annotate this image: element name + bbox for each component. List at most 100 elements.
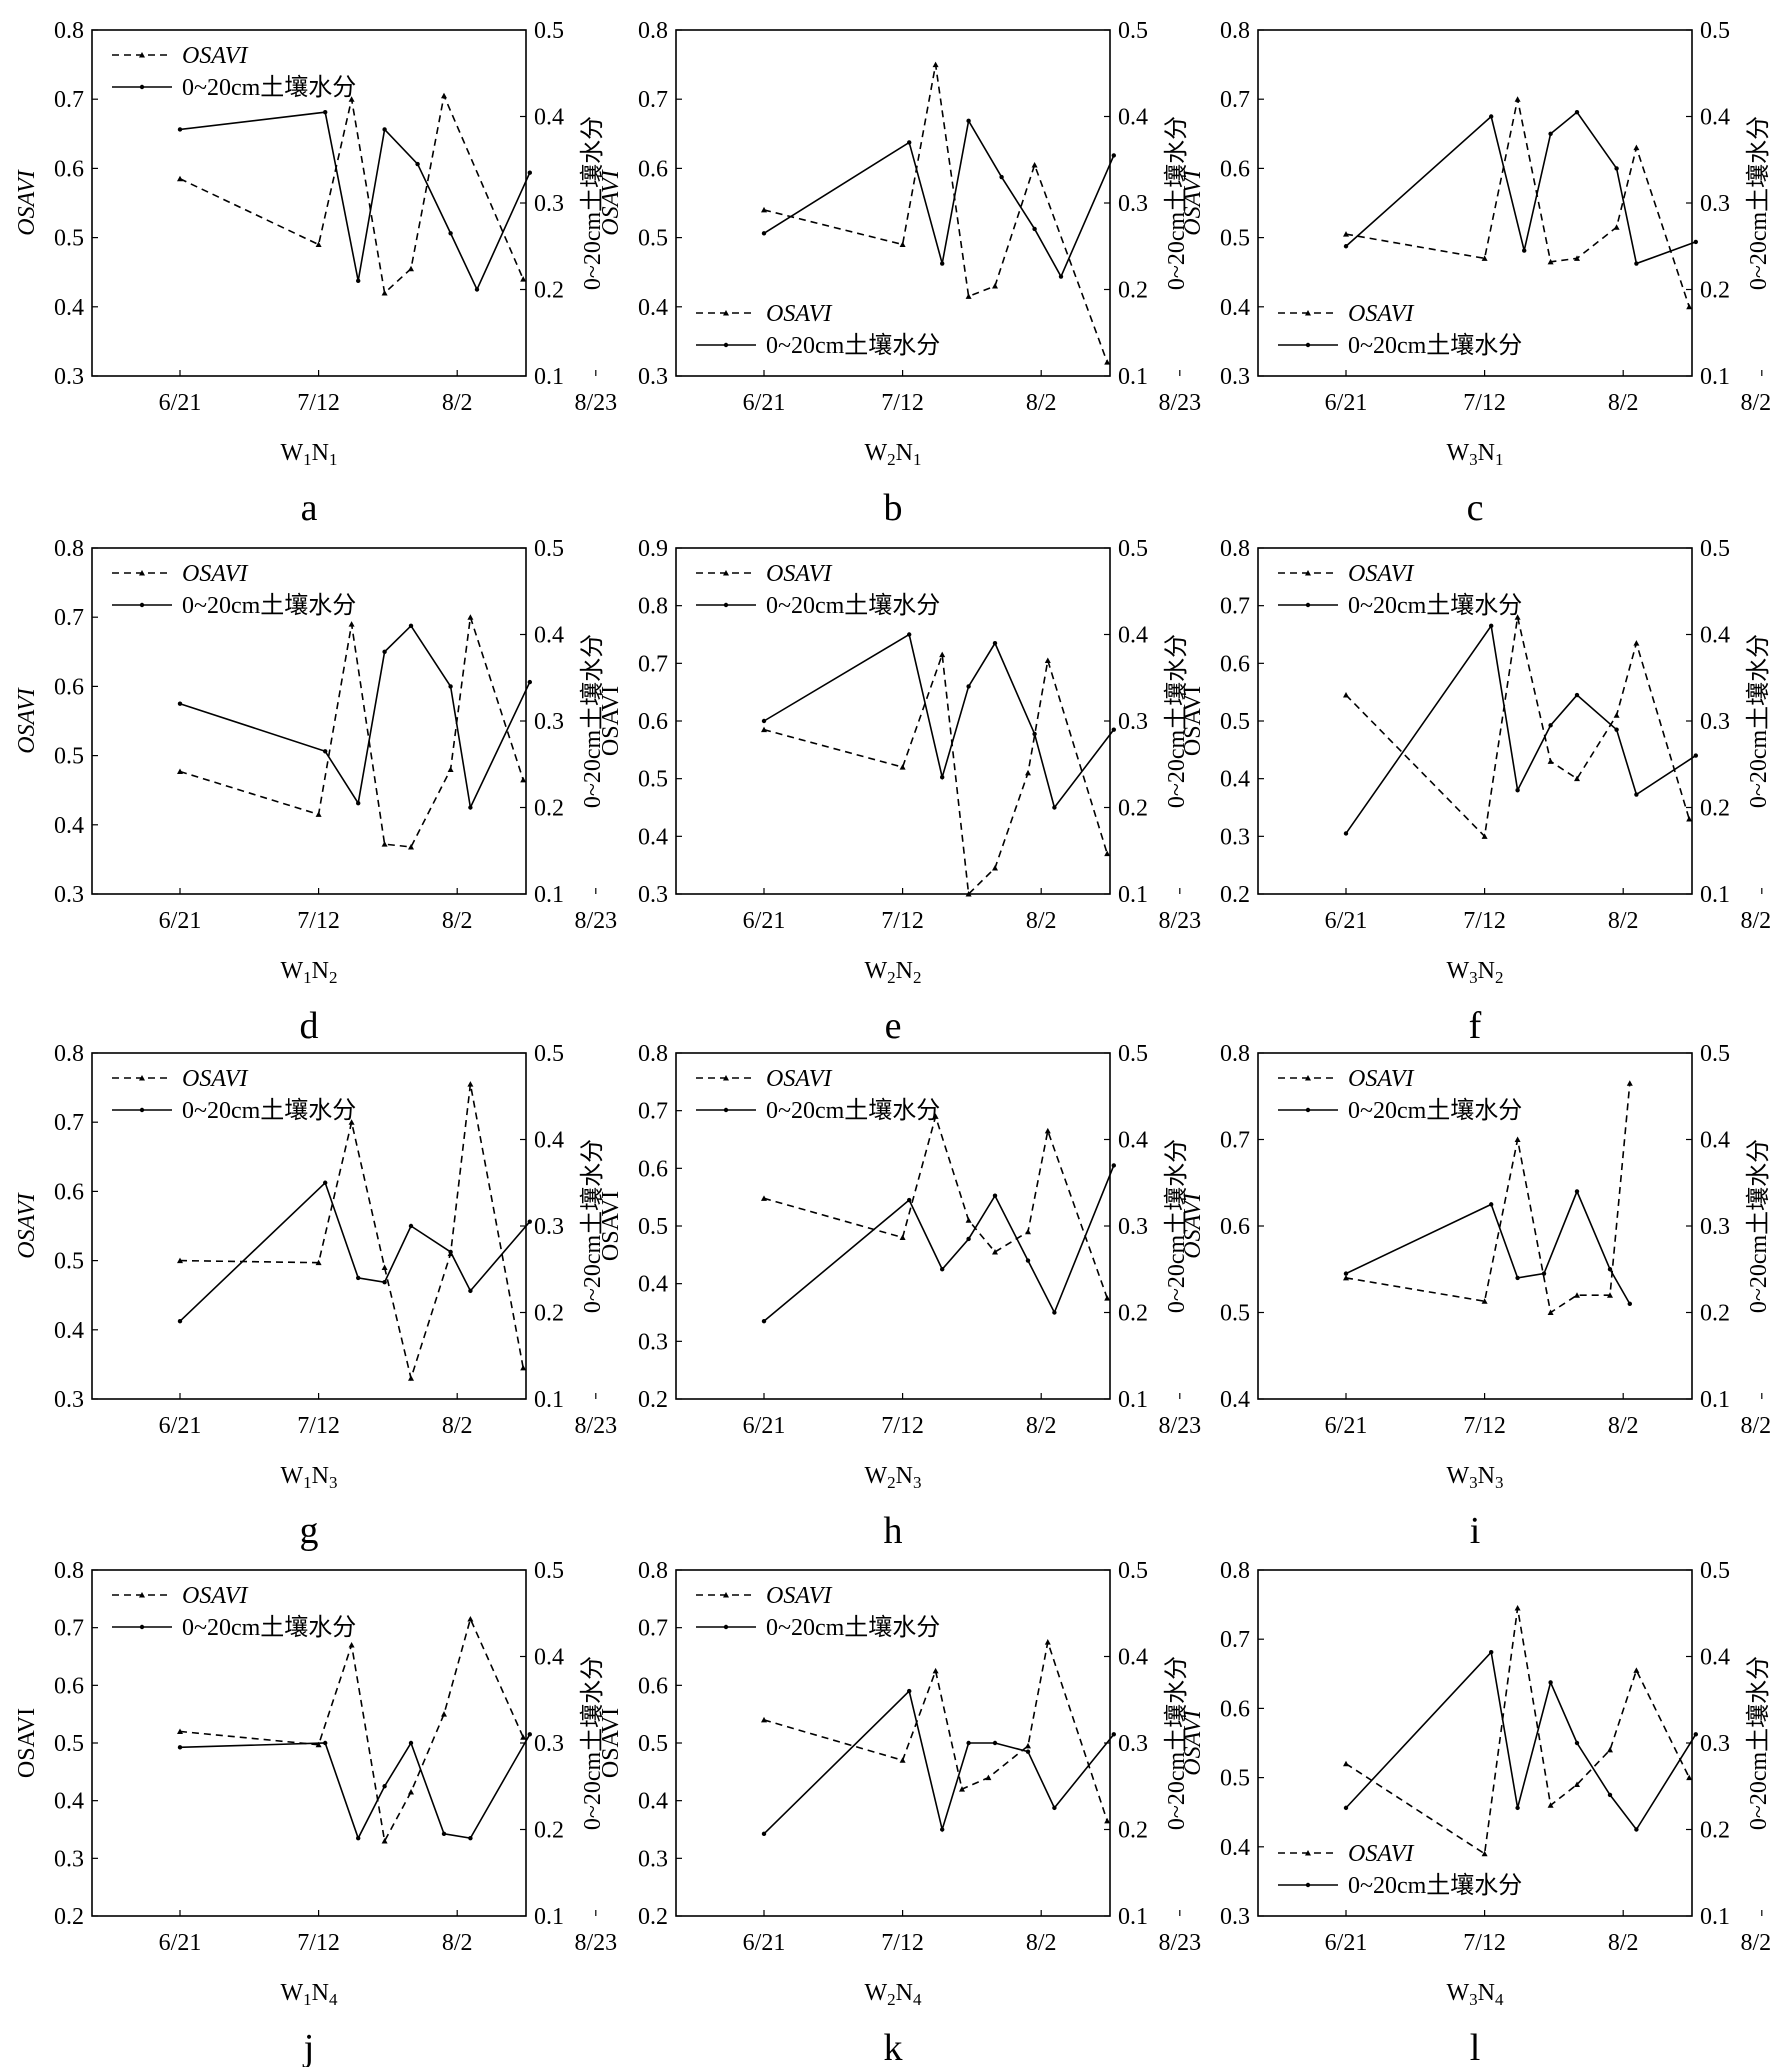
osavi-point (1044, 1127, 1051, 1134)
osavi-point (1613, 712, 1620, 718)
left-tick-label: 0.3 (54, 882, 84, 908)
left-tick-label: 0.6 (1220, 156, 1250, 182)
soil-moisture-series-line (763, 1689, 1115, 1835)
right-tick-label: 0.4 (1700, 105, 1730, 131)
osavi-point (1343, 692, 1349, 698)
soil-moisture-series-line (179, 1181, 531, 1322)
osavi-point (932, 1113, 939, 1119)
legend-marker (139, 52, 145, 58)
x-tick-label: 8/2 (1608, 1930, 1639, 1956)
legend-label: 0~20cm土壤水分 (766, 1097, 940, 1124)
osavi-point (992, 865, 998, 871)
x-axis-label-part: N (896, 958, 913, 984)
soil-moisture-point (1111, 727, 1117, 732)
x-axis-label: W2N2 (865, 958, 922, 987)
soil-moisture-point (1489, 623, 1494, 629)
left-tick-label: 0.3 (1220, 1904, 1250, 1930)
soil-moisture-point (1489, 114, 1494, 119)
osavi-point (348, 1641, 355, 1648)
right-tick-label: 0.3 (1118, 1214, 1148, 1240)
x-axis-label-subscript: 1 (1495, 450, 1504, 469)
soil-moisture-point (177, 701, 183, 706)
left-axis-label: OSAVI (598, 169, 624, 235)
left-tick-label: 0.8 (1220, 536, 1250, 562)
right-tick-label: 0.1 (1700, 1387, 1730, 1413)
osavi-series-line (179, 1616, 524, 1844)
osavi-series-line (179, 1083, 524, 1382)
right-tick-label: 0.2 (1118, 278, 1148, 304)
soil-moisture-point (940, 1267, 945, 1272)
osavi-point (348, 1119, 355, 1125)
legend-label: OSAVI (1348, 561, 1414, 587)
left-tick-label: 0.3 (1220, 364, 1250, 390)
legend-label: OSAVI (766, 561, 832, 587)
left-tick-label: 0.8 (638, 594, 668, 620)
left-axis-label: OSAVI (1180, 686, 1206, 756)
left-tick-label: 0.3 (638, 882, 668, 908)
legend-marker (723, 342, 729, 348)
x-tick-label: 8/23 (1740, 1413, 1772, 1439)
right-tick-label: 0.5 (1700, 1558, 1730, 1584)
soil-moisture-series-line (179, 624, 531, 811)
osavi-point (965, 293, 972, 299)
panel-letter: b (884, 487, 903, 529)
soil-moisture-point (992, 640, 998, 646)
soil-moisture-point (527, 1219, 532, 1224)
left-tick-label: 0.2 (638, 1904, 668, 1930)
right-tick-label: 0.3 (1700, 1731, 1730, 1757)
left-tick-label: 0.4 (638, 295, 668, 321)
x-axis-label-part: N (312, 958, 329, 984)
left-tick-label: 0.2 (54, 1904, 84, 1930)
left-axis-label: OSAVI (598, 1708, 624, 1778)
soil-moisture-point (1025, 1258, 1031, 1263)
left-tick-label: 0.5 (54, 226, 84, 252)
osavi-point (520, 276, 527, 282)
legend-label: 0~20cm土壤水分 (182, 1097, 356, 1124)
soil-moisture-point (408, 1223, 414, 1229)
legend-label: OSAVI (766, 1066, 832, 1092)
osavi-point (992, 283, 998, 289)
soil-moisture-point (1574, 1189, 1580, 1194)
osavi-point (761, 1195, 767, 1201)
right-tick-label: 0.2 (1118, 796, 1148, 822)
x-axis-label-part: N (1478, 1463, 1495, 1489)
legend-marker (723, 602, 729, 608)
osavi-point (1104, 1817, 1111, 1824)
osavi-point (1574, 255, 1580, 261)
soil-moisture-point (1052, 805, 1057, 810)
right-tick-label: 0.2 (1118, 1301, 1148, 1327)
x-axis-label: W1N4 (281, 1980, 339, 2009)
legend-marker (139, 84, 145, 90)
x-axis-label-subscript: 2 (887, 1990, 896, 2009)
x-axis-label-part: W (1447, 1980, 1470, 2006)
left-tick-label: 0.3 (1220, 824, 1250, 850)
left-tick-label: 0.4 (1220, 767, 1250, 793)
osavi-point (1025, 769, 1031, 776)
left-axis-label: OSAVI (14, 169, 40, 235)
osavi-point (1481, 1298, 1488, 1304)
osavi-point (1686, 1774, 1693, 1781)
x-tick-label: 8/23 (1158, 908, 1201, 934)
left-tick-label: 0.7 (54, 1616, 84, 1642)
left-tick-label: 0.7 (1220, 87, 1250, 113)
left-tick-label: 0.5 (54, 744, 84, 770)
right-tick-label: 0.2 (534, 1818, 564, 1844)
osavi-point (177, 1728, 183, 1734)
osavi-point (348, 621, 355, 627)
osavi-point (1633, 144, 1640, 151)
x-axis-label-subscript: 1 (303, 1473, 312, 1492)
panel-i: 0.4 0.5 0.6 0.7 0.8 0.1 0.2 0.3 0.4 0.5 6/21 7/12 8/… (1180, 1041, 1772, 1552)
right-tick-label: 0.3 (534, 191, 564, 217)
soil-moisture-point (474, 287, 480, 292)
osavi-point (965, 891, 972, 897)
right-tick-label: 0.5 (534, 1558, 564, 1584)
soil-moisture-point (1343, 244, 1349, 249)
left-axis-label: OSAVI (1180, 1709, 1206, 1775)
soil-moisture-point (992, 1740, 998, 1746)
x-tick-label: 6/21 (1325, 390, 1368, 416)
right-tick-label: 0.4 (534, 105, 564, 131)
panel-g: 0.3 0.4 0.5 0.6 0.7 0.8 0.1 0.2 0.3 0.4 0.5 6/21 7/1… (14, 1041, 617, 1552)
osavi-point (408, 1375, 414, 1381)
soil-moisture-point (1614, 727, 1619, 732)
soil-moisture-point (177, 1745, 183, 1750)
